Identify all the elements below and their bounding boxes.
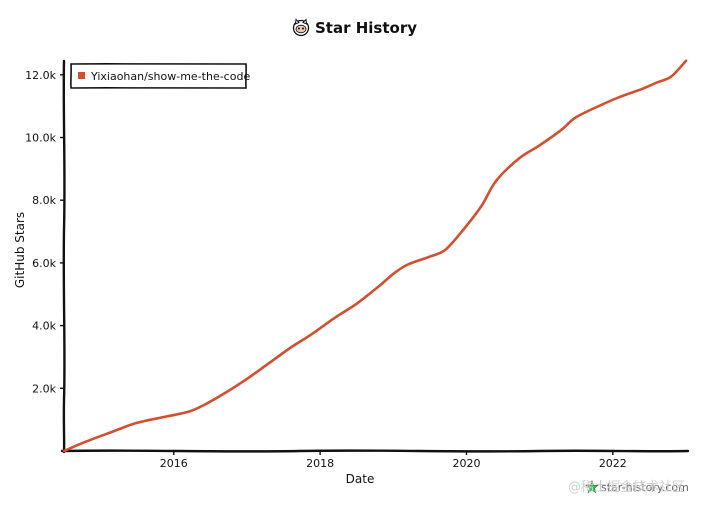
chart-title: Star History: [292, 18, 417, 37]
legend-swatch: [78, 72, 85, 79]
watermark-site: star-history.com: [601, 481, 689, 494]
y-axis-ticks: 2.0k 4.0k 6.0k 8.0k 10.0k 12.0k: [25, 69, 64, 395]
legend-series-name: Yixiaohan/show-me-the-code: [90, 70, 250, 83]
star-logo-icon: [585, 480, 599, 494]
watermark: star-history.com @稀土掘金技术社区: [568, 479, 689, 495]
y-axis-label: GitHub Stars: [13, 212, 27, 288]
x-tick-label: 2020: [452, 457, 480, 470]
y-tick-label: 4.0k: [32, 320, 56, 333]
x-tick-label: 2016: [160, 457, 188, 470]
x-axis-line: [60, 449, 690, 453]
y-tick-label: 12.0k: [25, 69, 56, 82]
x-axis-label: Date: [346, 472, 375, 486]
watermark-overlay: @稀土掘金技术社区: [568, 479, 685, 495]
x-tick-label: 2022: [599, 457, 627, 470]
legend-box: [70, 63, 247, 89]
series-layer: [62, 59, 688, 453]
x-tick-label: 2018: [306, 457, 334, 470]
y-tick-label: 6.0k: [32, 257, 56, 270]
y-tick-label: 2.0k: [32, 382, 56, 395]
legend: Yixiaohan/show-me-the-code: [70, 63, 250, 89]
octocat-icon: [292, 18, 310, 37]
y-tick-label: 8.0k: [32, 194, 56, 207]
y-tick-label: 10.0k: [25, 132, 56, 145]
x-axis-ticks: 2016 2018 2020 2022: [160, 451, 627, 470]
chart-title-text: Star History: [315, 19, 417, 37]
y-axis-line: [62, 59, 66, 454]
series-line-0: [62, 59, 688, 453]
